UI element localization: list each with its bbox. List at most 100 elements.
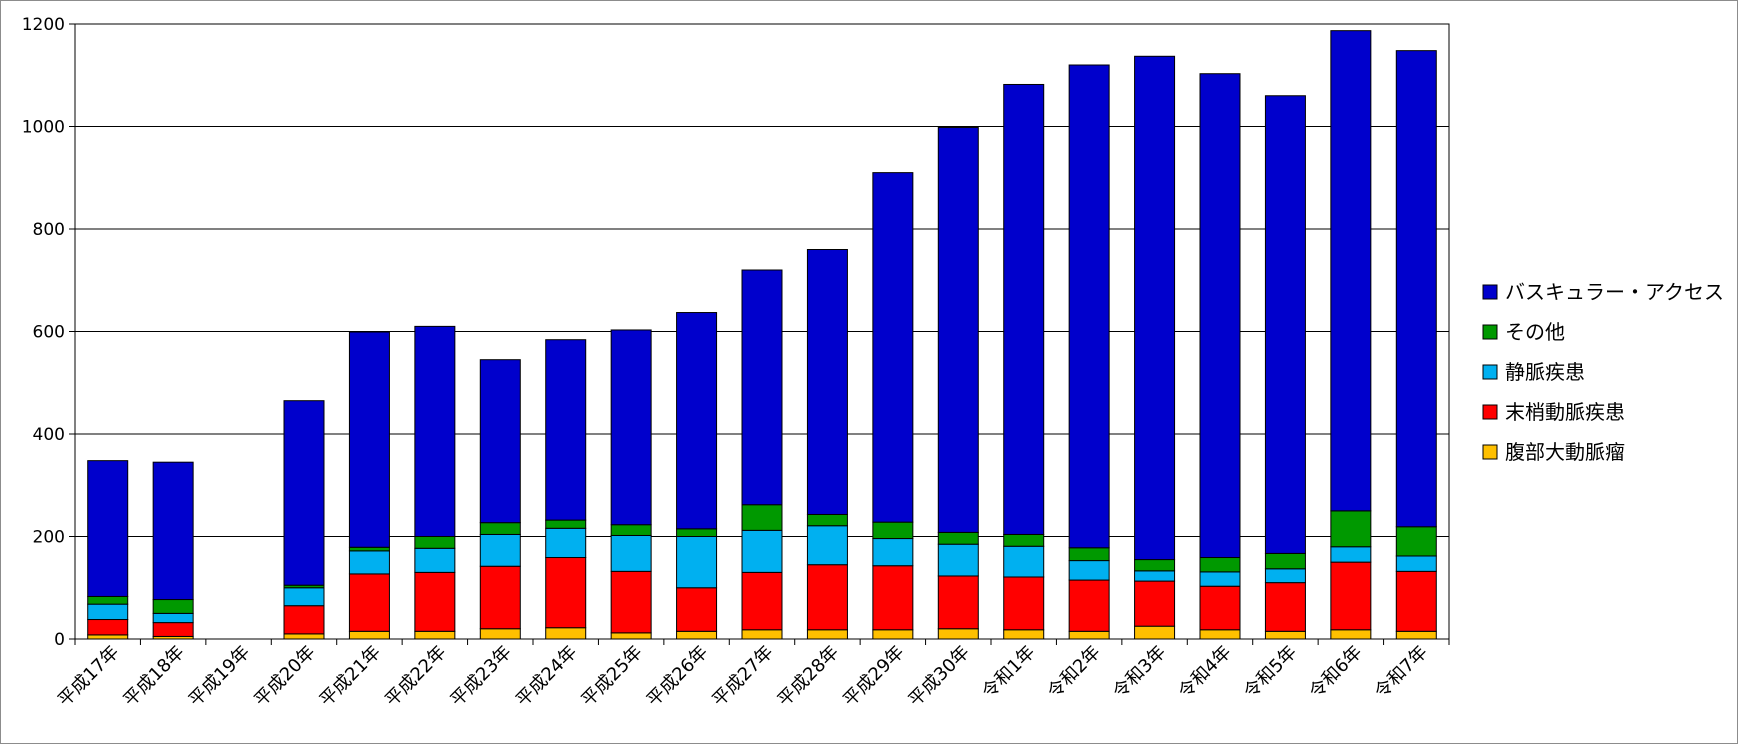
bar-segment	[806, 513, 848, 527]
bar-segment	[152, 622, 194, 637]
x-tick-label: 平成23年	[447, 642, 516, 711]
x-axis-tick-labels: 平成17年平成18年平成19年平成20年平成21年平成22年平成23年平成24年…	[54, 642, 1432, 711]
bar-segment	[1199, 571, 1241, 587]
bar-segment	[1134, 580, 1176, 627]
x-tick-label: 平成17年	[54, 642, 123, 711]
y-tick-label: 200	[33, 528, 65, 548]
x-tick-label: 平成28年	[774, 642, 843, 711]
bar-segment	[1395, 555, 1437, 572]
x-tick-label: 平成22年	[381, 642, 450, 711]
bar-segment	[545, 557, 587, 629]
x-tick-label: 平成21年	[316, 642, 385, 711]
bar-segment	[87, 603, 129, 621]
bar-segment	[741, 629, 783, 640]
bar-segment	[806, 629, 848, 640]
bar-segment	[1199, 557, 1241, 573]
bar-segment	[676, 536, 718, 589]
bar-segment	[479, 565, 521, 630]
bar-segment	[872, 629, 914, 640]
x-tick-label: 令和3年	[1109, 642, 1170, 703]
bar-segment	[937, 628, 979, 640]
bar-segment	[283, 633, 325, 640]
x-tick-label: 令和7年	[1371, 642, 1432, 703]
bar-segment	[479, 533, 521, 567]
bar-segment	[1003, 533, 1045, 547]
bar-segment	[676, 587, 718, 632]
bar-segment	[1264, 582, 1306, 632]
x-tick-label: 平成19年	[185, 642, 254, 711]
bar-segment	[87, 595, 129, 605]
legend-swatch	[1482, 444, 1498, 460]
x-tick-label: 平成25年	[577, 642, 646, 711]
x-tick-label: 平成24年	[512, 642, 581, 711]
bar-segment	[414, 630, 456, 640]
bar-segment	[414, 571, 456, 632]
bar-segment	[283, 587, 325, 607]
bar-segment	[1395, 50, 1437, 528]
bar-segment	[414, 547, 456, 573]
bar-segment	[872, 172, 914, 523]
legend-swatch	[1482, 364, 1498, 380]
bar-segment	[1003, 83, 1045, 535]
bar-segment	[610, 524, 652, 536]
bar-segment	[1068, 64, 1110, 549]
legend-label: 末梢動脈疾患	[1505, 400, 1625, 424]
bar-segment	[1330, 561, 1372, 631]
bar-segment	[676, 630, 718, 640]
y-tick-label: 1000	[22, 118, 65, 138]
axes	[69, 23, 1450, 645]
bar-segment	[1003, 576, 1045, 631]
bar-segment	[1395, 630, 1437, 640]
bar-segment	[676, 312, 718, 530]
bar-segment	[610, 570, 652, 634]
bar-segment	[479, 359, 521, 524]
y-tick-label: 1200	[22, 15, 65, 35]
bar-segment	[545, 519, 587, 529]
bar-segment	[1003, 545, 1045, 578]
bar-segment	[937, 531, 979, 545]
bar-segment	[610, 534, 652, 572]
x-tick-label: 平成26年	[643, 642, 712, 711]
bar-segment	[479, 522, 521, 535]
bar-segment	[152, 461, 194, 601]
bar-segment	[937, 543, 979, 577]
x-tick-label: 平成29年	[839, 642, 908, 711]
bar-segment	[1068, 547, 1110, 562]
y-tick-label: 0	[54, 630, 65, 650]
bar-segment	[1395, 526, 1437, 557]
bar-segment	[1330, 546, 1372, 563]
x-tick-label: 平成30年	[905, 642, 974, 711]
bar-segment	[1330, 629, 1372, 640]
bar-segment	[87, 619, 129, 636]
bar-segment	[937, 127, 979, 533]
bar-segment	[1264, 630, 1306, 640]
bar-segment	[283, 605, 325, 635]
bar-segment	[1134, 55, 1176, 561]
x-tick-label: 令和5年	[1240, 642, 1301, 703]
bar-segment	[414, 325, 456, 537]
legend-label: 静脈疾患	[1505, 360, 1585, 384]
y-axis-tick-labels: 0 200 400 600 800 1000 1200	[22, 15, 65, 650]
bar-segment	[545, 527, 587, 559]
bar-segment	[348, 550, 390, 575]
bar-segment	[283, 400, 325, 586]
bar-segment	[1264, 568, 1306, 584]
x-tick-label: 平成18年	[119, 642, 188, 711]
bar-segment	[872, 538, 914, 567]
bar-segment	[152, 599, 194, 614]
x-tick-label: 令和2年	[1044, 642, 1105, 703]
bar-segment	[1199, 73, 1241, 559]
legend-label: その他	[1505, 320, 1565, 344]
bar-segment	[348, 573, 390, 632]
bar-segment	[806, 249, 848, 515]
x-tick-label: 令和1年	[978, 642, 1039, 703]
bar-segment	[1134, 625, 1176, 640]
legend-swatch	[1482, 404, 1498, 420]
bar-segment	[348, 546, 390, 552]
bar-segment	[414, 536, 456, 549]
bar-segment	[1199, 629, 1241, 640]
legend-swatch	[1482, 324, 1498, 340]
legend-swatch	[1482, 284, 1498, 300]
x-tick-label: 令和4年	[1174, 642, 1235, 703]
